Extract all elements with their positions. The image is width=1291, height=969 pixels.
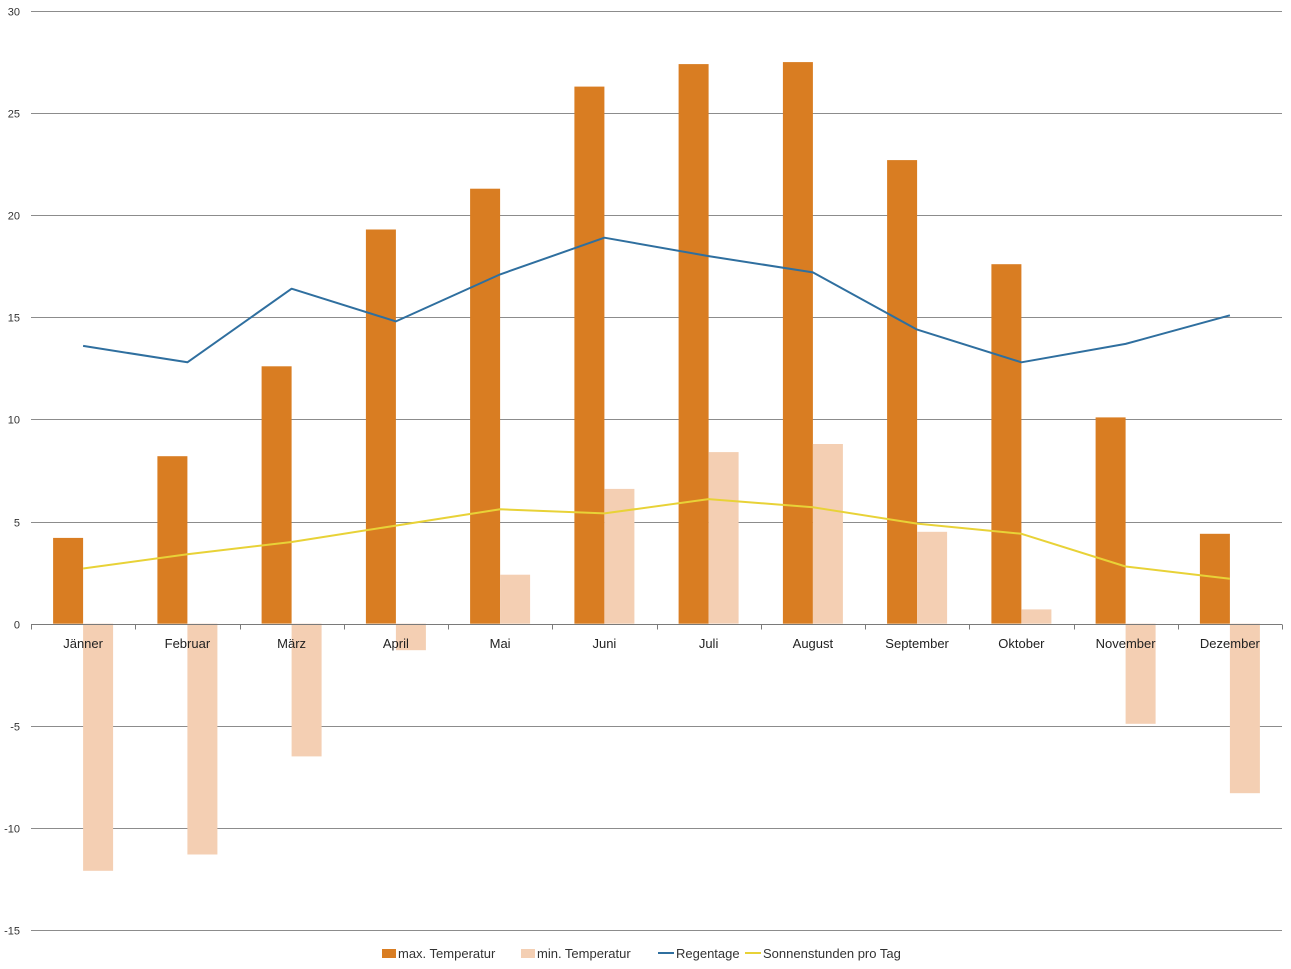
bar-max-temperatur (365, 229, 396, 624)
x-category-label: März (277, 636, 306, 651)
bar-min-temperatur (1125, 623, 1156, 724)
bar-min-temperatur (187, 623, 218, 855)
bar-max-temperatur (157, 456, 188, 624)
x-category-label: Dezember (1200, 636, 1261, 651)
legend-swatch (521, 949, 535, 958)
bar-min-temperatur (500, 574, 531, 624)
x-category-label: April (383, 636, 409, 651)
x-category-label: Februar (165, 636, 211, 651)
bar-max-temperatur (1095, 417, 1126, 624)
x-category-label: August (793, 636, 834, 651)
x-category-label: Juni (592, 636, 616, 651)
zero-axis (31, 624, 1283, 630)
x-category-label: Jänner (63, 636, 103, 651)
gridlines (31, 11, 1282, 931)
legend-label: Regentage (676, 946, 740, 961)
x-category-label: Juli (699, 636, 719, 651)
bar-max-temperatur (678, 64, 709, 624)
bar-max-temperatur (470, 188, 501, 624)
bars (53, 62, 1260, 871)
y-tick-label: -5 (10, 722, 20, 734)
legend-swatch (382, 949, 396, 958)
legend: max. Temperatur min. Temperatur Regentage S… (382, 946, 901, 961)
bar-min-temperatur (917, 531, 948, 624)
bar-min-temperatur (1229, 623, 1260, 794)
lines (82, 236, 1231, 580)
bar-max-temperatur (574, 86, 605, 624)
bar-max-temperatur (782, 62, 813, 624)
bar-min-temperatur (291, 623, 322, 757)
bar-max-temperatur (261, 366, 292, 624)
line-regentage (82, 236, 1231, 364)
legend-label: min. Temperatur (537, 946, 631, 961)
x-category-label: November (1096, 636, 1157, 651)
bar-max-temperatur (53, 537, 84, 624)
bar-min-temperatur (812, 444, 843, 624)
bar-max-temperatur (887, 160, 918, 624)
y-tick-label: 5 (14, 518, 20, 530)
y-axis-ticks: -15 -10 -5 0 5 10 15 20 25 30 (4, 7, 20, 938)
bar-max-temperatur (991, 264, 1022, 624)
legend-label: max. Temperatur (398, 946, 496, 961)
y-tick-label: 25 (8, 109, 20, 121)
y-tick-label: 0 (14, 620, 20, 632)
bar-min-temperatur (1021, 609, 1052, 624)
x-category-label: Oktober (998, 636, 1045, 651)
x-category-label: Mai (490, 636, 511, 651)
bar-min-temperatur (83, 623, 114, 871)
legend-label: Sonnenstunden pro Tag (763, 946, 901, 961)
bar-min-temperatur (708, 452, 739, 624)
y-tick-label: -15 (4, 926, 20, 938)
y-tick-label: -10 (4, 824, 20, 836)
x-category-label: September (885, 636, 949, 651)
category-labels: Jänner Februar März April Mai Juni Juli August S… (63, 636, 1260, 651)
y-tick-label: 10 (8, 415, 20, 427)
bar-min-temperatur (395, 623, 426, 651)
y-tick-label: 15 (8, 313, 20, 325)
y-tick-label: 20 (8, 211, 20, 223)
line-sonnenstunden (82, 498, 1231, 580)
y-tick-label: 30 (8, 7, 20, 19)
